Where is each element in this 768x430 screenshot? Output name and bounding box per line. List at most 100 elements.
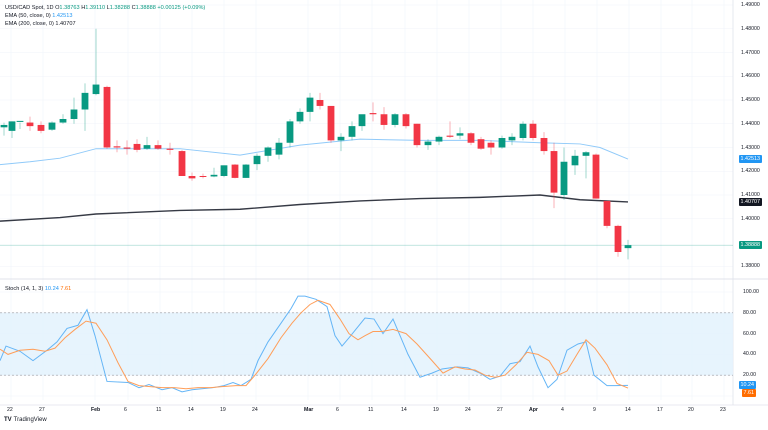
ema50-line	[0, 138, 629, 166]
price-tick-label: 1.49000	[741, 2, 760, 8]
time-tick-label: 6	[336, 407, 339, 413]
symbol-label: USD/CAD Spot, 1D	[5, 5, 54, 11]
candle-down	[487, 142, 495, 148]
time-tick-label: Mar	[304, 407, 314, 413]
candle-up	[275, 142, 283, 155]
candle-down	[380, 114, 388, 125]
candle-down	[316, 100, 324, 106]
close-value: 1.38888	[135, 5, 156, 11]
ema50-legend[interactable]: EMA (50, close, 0) 1.42513	[5, 13, 73, 19]
candle-up	[571, 155, 579, 166]
candle-up	[0, 124, 8, 128]
candle-down	[550, 151, 558, 193]
price-badge: 1.40707	[738, 197, 762, 206]
candle-up	[210, 174, 218, 177]
candle-up	[242, 164, 250, 178]
time-tick-label: 14	[401, 407, 407, 413]
price-tick-label: 1.44000	[741, 120, 760, 127]
ohlc-legend: USD/CAD Spot, 1D O1.38763 H1.39110 L1.38…	[5, 5, 206, 11]
candle-up	[16, 120, 24, 122]
time-tick-label: Feb	[91, 407, 101, 413]
time-tick-label: 4	[561, 407, 564, 413]
candle-down	[402, 114, 410, 127]
change-value: +0.00125 (+0.09%)	[157, 5, 206, 11]
candle-down	[123, 147, 131, 149]
candle-down	[199, 176, 207, 177]
candle-down	[327, 105, 335, 141]
tradingview-logo[interactable]: TV TradingView	[4, 417, 47, 423]
candle-up	[391, 114, 399, 125]
stoch-band	[0, 312, 733, 376]
candle-down	[178, 151, 186, 176]
time-tick-label: 24	[252, 407, 258, 413]
candle-down	[26, 122, 34, 127]
candle-up	[143, 145, 151, 149]
candle-up	[337, 136, 345, 141]
price-tick-label: 1.45000	[741, 97, 760, 103]
low-value: 1.38288	[109, 5, 130, 11]
candle-down	[592, 154, 600, 199]
candle-up	[70, 109, 78, 119]
stoch-d-value: 7.61	[60, 286, 72, 292]
ema50-value: 1.42513	[52, 13, 73, 19]
candle-down	[369, 113, 377, 115]
candle-up	[220, 165, 228, 176]
time-tick-label: 9	[593, 407, 596, 413]
time-tick-label: 27	[497, 407, 503, 413]
candle-up	[286, 121, 294, 143]
candle-up	[8, 121, 16, 131]
candle-up	[358, 114, 366, 127]
stoch-legend[interactable]: Stoch (14, 1, 3) 10.24 7.61	[5, 286, 72, 292]
high-value: 1.39110	[85, 5, 106, 11]
stoch-tick-label: 40.00	[743, 351, 756, 358]
time-tick-label: 19	[433, 407, 439, 413]
time-tick-label: 23	[720, 407, 726, 413]
time-tick-label: 22	[7, 407, 13, 413]
stoch-tick-label: 60.00	[743, 330, 756, 337]
candle-up	[92, 84, 100, 95]
time-tick-label: 11	[156, 407, 162, 413]
candle-down	[446, 135, 454, 137]
candle-down	[103, 86, 111, 148]
stoch-tick-label: 80.00	[743, 309, 756, 316]
time-tick-label: 14	[188, 407, 194, 413]
stoch-badge: 7.61	[741, 389, 756, 397]
candle-up	[519, 123, 527, 138]
price-tick-label: 1.46000	[741, 73, 760, 80]
stoch-badge: 10.24	[738, 381, 756, 389]
candle-down	[166, 148, 174, 150]
tradingview-name: TradingView	[13, 417, 47, 423]
candle-down	[133, 143, 141, 150]
candle-up	[306, 97, 314, 112]
candle-up	[253, 155, 261, 165]
candle-down	[540, 138, 548, 152]
price-tick-label: 1.47000	[741, 49, 760, 56]
time-tick-label: 11	[368, 407, 374, 413]
stoch-tick-label: 100.00	[743, 289, 759, 295]
stoch-k-value: 10.24	[44, 286, 59, 292]
candle-up	[59, 119, 67, 123]
candle-up	[560, 161, 568, 195]
stoch-tick-label: 20.00	[743, 372, 756, 379]
candle-up	[456, 133, 464, 136]
candle-up	[582, 152, 590, 156]
ema200-line	[0, 194, 629, 222]
stoch-k-line	[0, 295, 629, 393]
time-tick-label: 14	[625, 407, 631, 413]
candle-down	[413, 123, 421, 146]
candle-down	[154, 145, 162, 149]
time-tick-label: 24	[465, 407, 471, 413]
time-tick-label: 27	[39, 407, 45, 413]
price-tick-label: 1.40000	[741, 215, 760, 222]
price-tick-label: 1.42000	[741, 168, 760, 175]
candle-up	[508, 136, 516, 141]
ema200-legend[interactable]: EMA (200, close, 0) 1.40707	[5, 21, 76, 27]
price-tick-label: 1.38000	[741, 263, 760, 270]
price-tick-label: 1.41000	[741, 192, 760, 198]
time-tick-label: Apr	[529, 407, 538, 413]
time-tick-label: 17	[657, 407, 663, 413]
candle-up	[48, 122, 56, 130]
candle-down	[113, 146, 121, 148]
candle-up	[424, 141, 432, 146]
